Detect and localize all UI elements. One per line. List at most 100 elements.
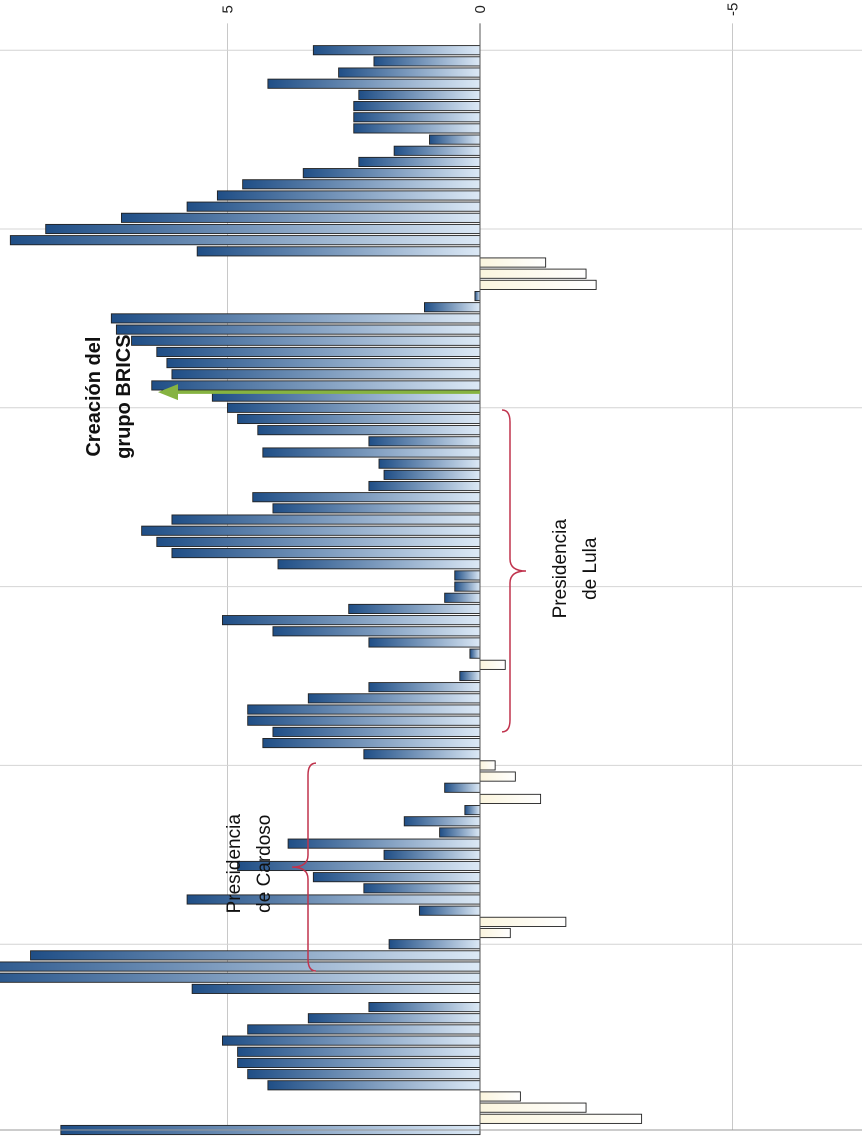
bar-positive <box>237 413 481 425</box>
value-tick-label: -5 <box>725 3 742 16</box>
bar-positive <box>166 358 481 369</box>
annotations: Presidencia de Cardoso Presidencia de Lula C… <box>83 334 601 972</box>
bar-positive <box>388 939 481 950</box>
bar-positive <box>267 78 481 89</box>
bar-positive <box>252 492 481 503</box>
bar-positive <box>424 302 481 313</box>
bar-negative <box>479 1102 587 1113</box>
bar-negative <box>479 1091 521 1102</box>
bar-positive <box>0 961 481 972</box>
bar-positive <box>196 246 481 257</box>
bar-positive <box>110 313 481 324</box>
bar-negative <box>479 760 496 771</box>
bar-positive <box>242 179 481 190</box>
bar-positive <box>403 816 481 827</box>
bar-positive <box>363 749 481 760</box>
lula-label: Presidencia de Lula <box>550 519 601 619</box>
bar-positive <box>272 503 481 514</box>
bar-positive <box>454 581 481 592</box>
bar-positive <box>216 190 481 201</box>
bar-positive <box>151 380 481 391</box>
bar-positive <box>348 603 481 614</box>
bar-positive <box>267 1080 481 1091</box>
bar-positive <box>247 715 481 726</box>
bar-positive <box>272 726 481 737</box>
bar-positive <box>393 145 481 156</box>
bar-negative <box>479 916 567 927</box>
bar-positive <box>418 905 481 916</box>
bar-positive <box>429 134 481 145</box>
bar-positive <box>474 291 481 302</box>
bar-positive <box>312 45 481 56</box>
bar-negative <box>479 771 516 782</box>
bar-positive <box>307 1013 481 1024</box>
bar-positive <box>30 950 481 961</box>
bar-positive <box>383 849 481 860</box>
bar-positive <box>459 670 481 682</box>
bar-positive <box>221 1035 481 1046</box>
bar-positive <box>247 1069 481 1080</box>
bar-positive <box>363 883 481 894</box>
bar-positive <box>373 56 481 67</box>
bar-positive <box>312 872 481 883</box>
bar-positive <box>237 1046 481 1057</box>
bar-positive <box>444 592 481 603</box>
bar-positive <box>156 346 481 357</box>
bar-positive <box>368 1002 481 1013</box>
bar-positive <box>353 112 481 123</box>
bar-positive <box>262 447 481 458</box>
bar-positive <box>338 67 481 78</box>
bar-positive <box>302 168 481 179</box>
brics-label: Creación del grupo BRICS <box>83 334 135 458</box>
bar-positive <box>0 972 481 983</box>
bar-positive <box>358 156 481 168</box>
bar-positive <box>262 738 481 749</box>
bar-positive <box>439 827 481 838</box>
bar-positive <box>469 648 481 659</box>
bar-positive <box>368 480 481 492</box>
bar-positive <box>444 782 481 793</box>
brics-arrow-head <box>158 384 178 401</box>
bar-positive <box>247 1024 481 1035</box>
bar-positive <box>353 123 481 134</box>
bar-positive <box>115 324 481 335</box>
bar-positive <box>287 838 481 849</box>
cardoso-brace <box>291 762 317 972</box>
bar-positive <box>120 212 481 223</box>
bar-positive <box>171 514 481 525</box>
bar-negative <box>479 793 542 804</box>
bar-positive <box>272 626 481 637</box>
bar-positive <box>307 693 481 704</box>
bar-positive <box>171 369 481 380</box>
bar-negative <box>479 659 506 670</box>
bar-negative <box>479 257 547 268</box>
bar-positive <box>171 548 481 559</box>
bar-positive <box>277 559 481 570</box>
bar-positive <box>257 425 481 436</box>
cardoso-label: Presidencia de Cardoso <box>224 814 275 914</box>
lula-brace <box>501 409 527 733</box>
value-tick-label: 5 <box>220 5 237 13</box>
bar-series <box>0 45 643 1136</box>
bar-positive <box>368 436 481 447</box>
bar-negative <box>479 279 597 290</box>
bar-positive <box>358 89 481 100</box>
bar-positive <box>141 525 481 536</box>
bar-positive <box>221 615 481 626</box>
bar-positive <box>9 235 481 246</box>
bar-positive <box>156 536 481 547</box>
value-tick-label: 0 <box>472 5 489 13</box>
bar-negative <box>479 927 511 939</box>
bar-positive <box>45 223 481 235</box>
bar-positive <box>191 983 481 994</box>
bar-positive <box>383 469 481 480</box>
bar-negative <box>479 1113 643 1124</box>
bar-positive <box>378 458 481 469</box>
bar-positive <box>227 402 481 413</box>
bar-positive <box>247 704 481 715</box>
bar-positive <box>368 682 481 693</box>
bar-positive <box>454 570 481 581</box>
bar-positive <box>131 335 481 346</box>
